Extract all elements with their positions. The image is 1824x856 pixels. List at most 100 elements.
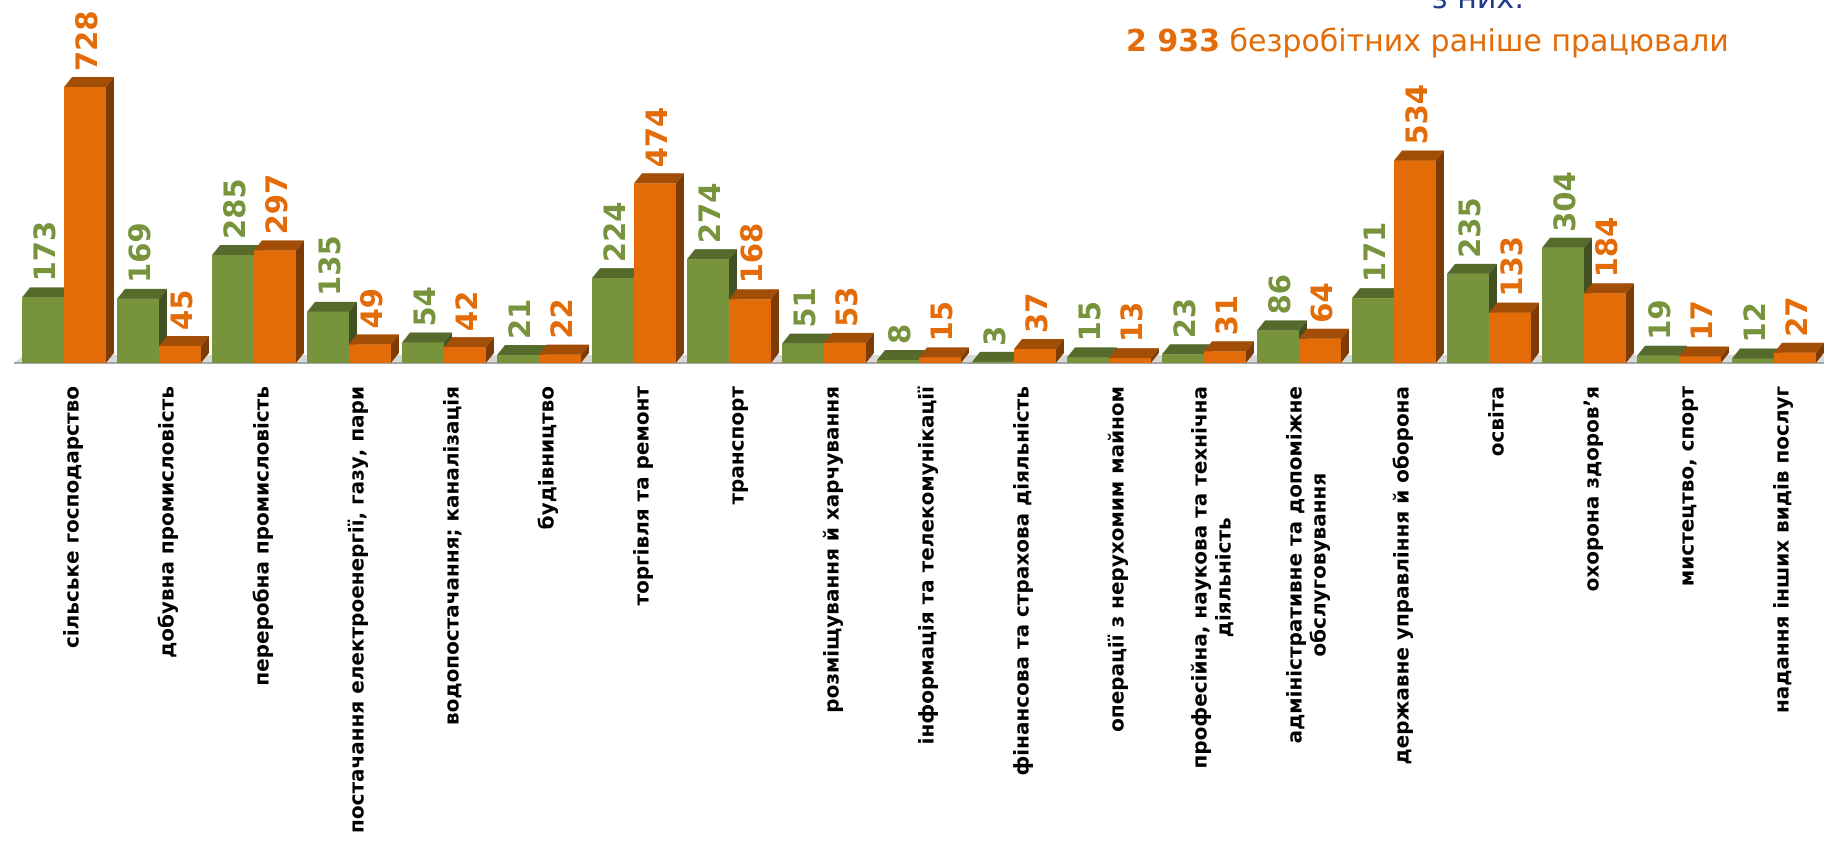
bar-top [782,333,832,344]
x-tick-label: водопостачання; каналізація [440,386,464,725]
label-line: надання інших видів послуг [1770,386,1794,713]
bar-front [1489,312,1531,363]
data-label: 54 [408,286,442,326]
x-tick-label: добувна промисловість [155,386,179,658]
bar-top [117,288,167,299]
bar-top [1447,263,1497,274]
bar-front [1774,352,1816,363]
bar [1679,346,1729,363]
bar-top [539,344,589,355]
bar-top [1352,288,1402,299]
bar-front [22,297,64,363]
bar-side [1341,328,1349,363]
data-label: 49 [355,288,389,328]
bar-top [349,334,399,345]
bar-front [64,87,106,363]
note-line2: 2 933 безробітних раніше працювали [1126,24,1729,59]
bar-top [1584,283,1634,294]
bar-side [581,344,589,363]
category: сільське господарство [60,386,84,648]
data-label: 86 [1263,274,1297,314]
bar-front [1162,354,1204,363]
bar-side [1246,341,1254,363]
data-label: 13 [1115,302,1149,342]
bar-side [1531,302,1539,363]
label-line: операції з нерухомим майном [1105,386,1129,732]
label-line: охорона здоров’я [1580,386,1604,591]
x-tick-label: охорона здоров’я [1580,386,1604,591]
bar [64,77,114,363]
bar [824,332,874,363]
bar-front [1067,357,1109,363]
bar-top [687,249,737,260]
bar-top [64,77,114,87]
label-line: обслуговування [1307,473,1331,657]
bar-front [1732,358,1774,363]
bar [117,288,167,363]
bar-top [1394,150,1444,161]
bar [1489,302,1539,363]
category: освіта [1485,386,1509,456]
x-tick-label: інформація та телекомунікації [915,386,939,744]
bar-front [1257,330,1299,363]
bar-side [201,335,209,363]
bar-top [307,301,357,312]
note-line1: з них: [1432,0,1524,16]
data-label: 22 [545,298,579,338]
x-tick-label: фінансова та страхова діяльність [1010,386,1034,776]
label-line: будівництво [535,386,559,529]
x-tick-label: державне управління й оборона [1390,386,1414,765]
x-tick-label: професійна, наукова та технічнадіяльніст… [1188,386,1236,769]
data-label: 51 [788,287,822,327]
bar [1109,348,1159,363]
data-label: 53 [830,287,864,327]
bar-side [1151,348,1159,363]
bar-front [592,278,634,363]
bar-side [1436,150,1444,363]
x-tick-label: освіта [1485,386,1509,456]
bar-side [391,334,399,363]
bar-front [1542,247,1584,363]
data-label: 12 [1738,302,1772,342]
bar-top [1732,348,1782,359]
bar-front [1109,358,1151,363]
bar-top [1204,341,1254,352]
bar-side [1816,342,1824,363]
category: фінансова та страхова діяльність [1010,386,1034,776]
bar-side [1056,338,1064,363]
bar-front [1014,348,1056,363]
bar-top [729,289,779,300]
label-line: діяльність [1212,517,1236,637]
category: постачання електроенергії, газу, пари [345,386,369,833]
category: надання інших видів послуг [1770,386,1794,713]
data-label: 23 [1168,298,1202,338]
bar-front [1204,351,1246,363]
bar [1204,341,1254,363]
bar-side [866,332,874,363]
bar-front [687,259,729,363]
bar [919,347,969,363]
bar-front [729,299,771,363]
bar-side [296,240,304,363]
data-label: 3 [978,326,1012,346]
x-tick-label: транспорт [725,386,749,505]
note-number: 2 933 [1126,24,1220,59]
bar-front [1584,293,1626,363]
bar [1774,342,1824,363]
bar-front [824,342,866,363]
label-line: постачання електроенергії, газу, пари [345,386,369,833]
category: розміщування й харчування [820,386,844,713]
bar-side [961,347,969,363]
x-tick-label: переробна промисловість [250,386,274,686]
x-tick-label: адміністративне та допоміжнеобслуговуван… [1283,386,1331,743]
category: операції з нерухомим майном [1105,386,1129,732]
bar-top [402,332,452,343]
bar-top [254,240,304,251]
x-tick-label: мистецтво, спорт [1675,386,1699,586]
data-label: 728 [70,10,104,71]
label-line: державне управління й оборона [1390,386,1414,765]
bar-front [254,250,296,363]
x-tick-label: торгівля та ремонт [630,386,654,606]
data-label: 173 [28,221,62,282]
